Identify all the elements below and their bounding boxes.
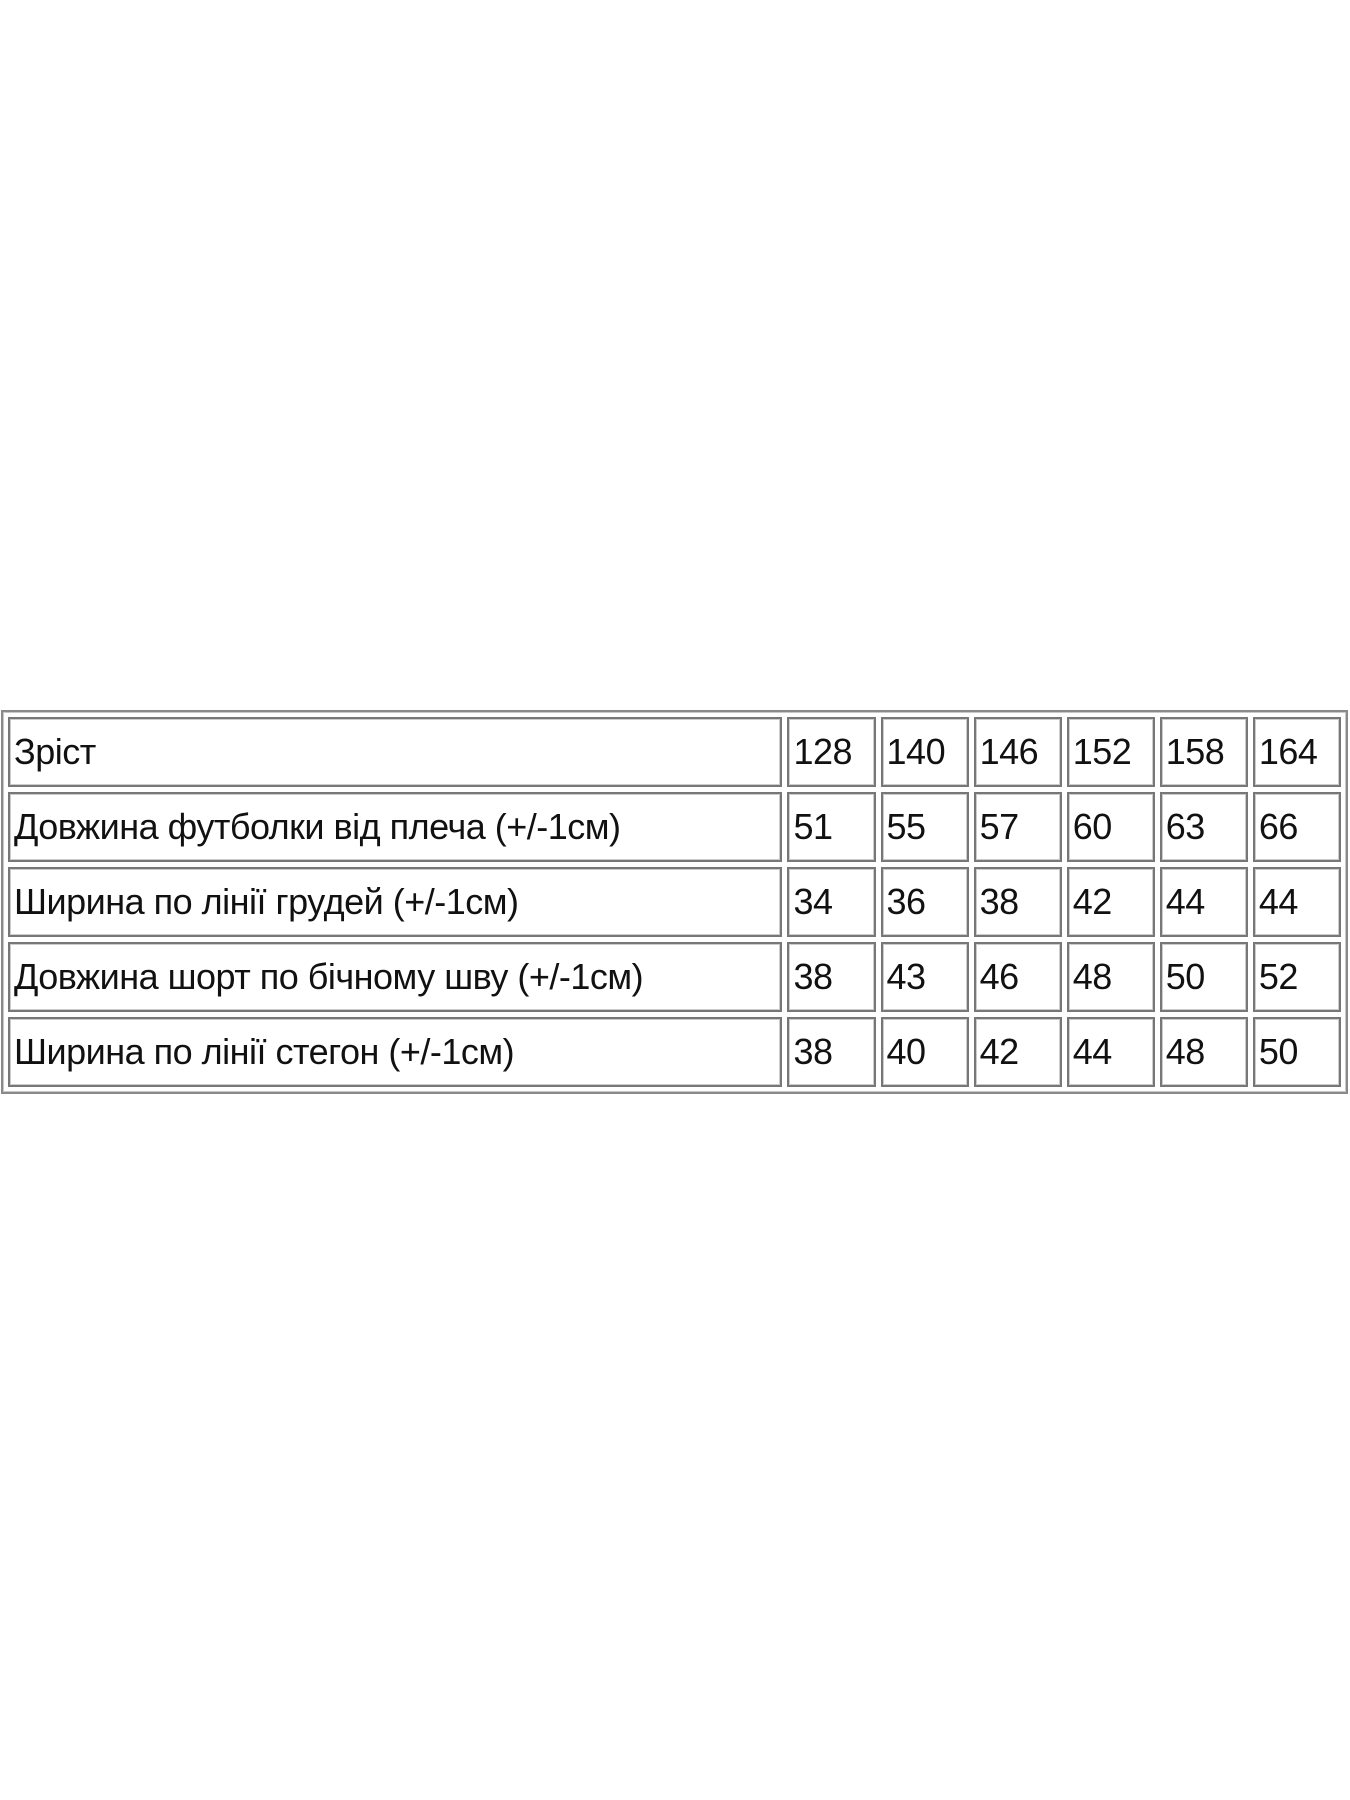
table-row: Довжина футболки від плеча (+/-1см) 51 55 5… (8, 792, 1341, 862)
size-value-cell: 63 (1159, 792, 1248, 862)
size-value-cell: 36 (880, 867, 969, 937)
row-label: Довжина шорт по бічному шву (+/-1см) (8, 942, 783, 1012)
table-row: Ширина по лінії стегон (+/-1см) 38 40 42 44 4… (8, 1017, 1341, 1087)
size-value-cell: 152 (1066, 717, 1155, 787)
row-label: Ширина по лінії грудей (+/-1см) (8, 867, 783, 937)
size-value-cell: 40 (880, 1017, 969, 1087)
size-value-cell: 52 (1252, 942, 1341, 1012)
size-value-cell: 44 (1066, 1017, 1155, 1087)
header-row: Зріст 128 140 146 152 158 164 (8, 717, 1341, 787)
size-value-cell: 38 (973, 867, 1062, 937)
size-value-cell: 48 (1159, 1017, 1248, 1087)
size-value-cell: 60 (1066, 792, 1155, 862)
size-value-cell: 50 (1159, 942, 1248, 1012)
table-row: Ширина по лінії грудей (+/-1см) 34 36 38 42 4… (8, 867, 1341, 937)
size-chart-table: Зріст 128 140 146 152 158 164 Довжина футболки … (1, 710, 1348, 1094)
size-value-cell: 48 (1066, 942, 1155, 1012)
size-value-cell: 42 (973, 1017, 1062, 1087)
size-value-cell: 44 (1159, 867, 1248, 937)
size-value-cell: 46 (973, 942, 1062, 1012)
size-value-cell: 57 (973, 792, 1062, 862)
size-value-cell: 50 (1252, 1017, 1341, 1087)
size-value-cell: 38 (787, 1017, 876, 1087)
size-value-cell: 158 (1159, 717, 1248, 787)
size-value-cell: 38 (787, 942, 876, 1012)
row-label: Ширина по лінії стегон (+/-1см) (8, 1017, 783, 1087)
size-value-cell: 51 (787, 792, 876, 862)
size-value-cell: 44 (1252, 867, 1341, 937)
size-value-cell: 42 (1066, 867, 1155, 937)
size-value-cell: 43 (880, 942, 969, 1012)
table-row: Довжина шорт по бічному шву (+/-1см) 38 43… (8, 942, 1341, 1012)
row-label: Зріст (8, 717, 783, 787)
size-value-cell: 55 (880, 792, 969, 862)
size-value-cell: 164 (1252, 717, 1341, 787)
size-value-cell: 66 (1252, 792, 1341, 862)
size-value-cell: 34 (787, 867, 876, 937)
row-label: Довжина футболки від плеча (+/-1см) (8, 792, 783, 862)
size-value-cell: 128 (787, 717, 876, 787)
size-value-cell: 146 (973, 717, 1062, 787)
size-value-cell: 140 (880, 717, 969, 787)
